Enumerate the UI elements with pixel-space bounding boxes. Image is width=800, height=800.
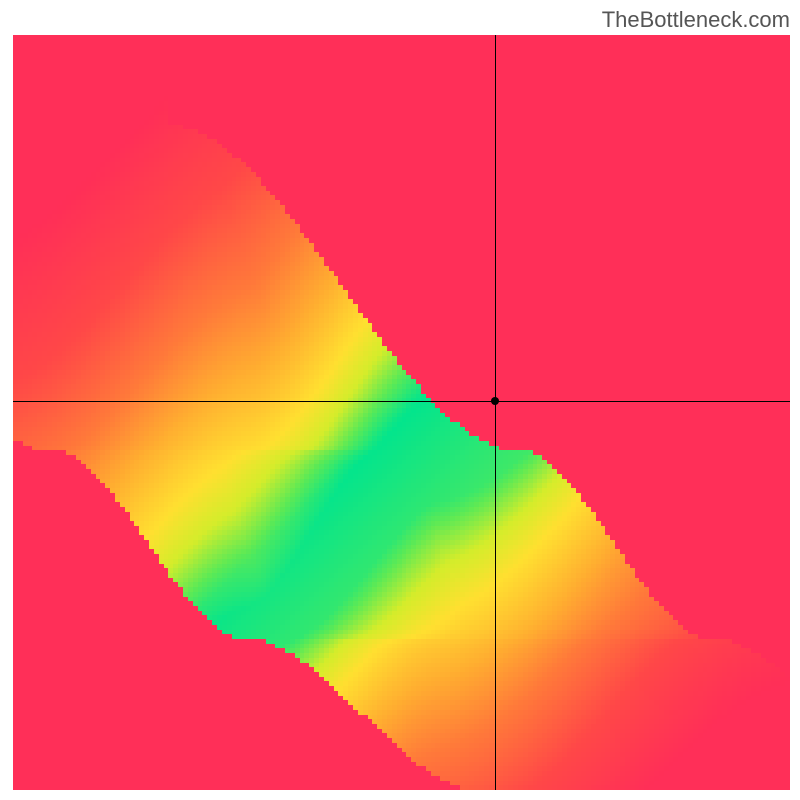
bottleneck-heatmap: [0, 0, 800, 800]
chart-container: TheBottleneck.com: [0, 0, 800, 800]
crosshair-marker-dot: [491, 397, 499, 405]
crosshair-horizontal: [13, 401, 790, 402]
watermark-text: TheBottleneck.com: [602, 7, 790, 33]
crosshair-vertical: [495, 35, 496, 790]
